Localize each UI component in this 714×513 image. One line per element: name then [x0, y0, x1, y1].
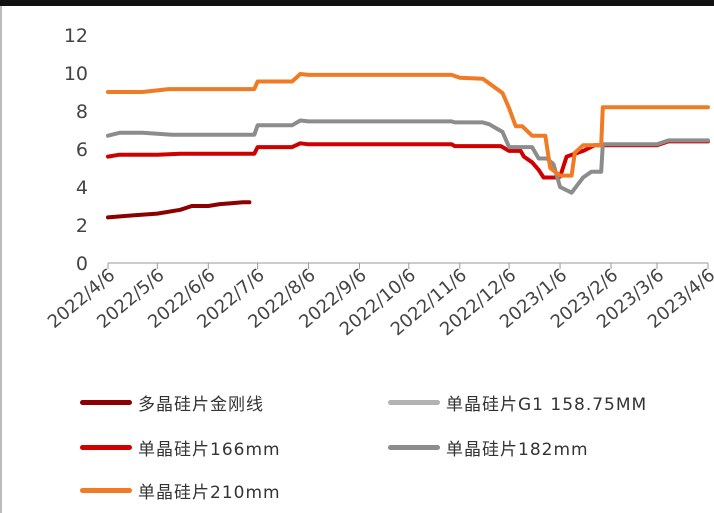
y-tick-label: 4	[76, 177, 88, 199]
y-tick-label: 12	[64, 25, 88, 47]
y-tick-label: 10	[64, 63, 88, 85]
chart-axes: 0246810122022/4/62022/5/62022/6/62022/7/…	[44, 25, 714, 340]
series-line-5	[106, 72, 710, 178]
series-line-4	[106, 118, 710, 195]
left-border	[0, 6, 2, 513]
y-tick-label: 2	[76, 215, 88, 237]
series-line-1	[106, 200, 252, 220]
chart-series	[106, 72, 710, 220]
y-tick-label: 0	[76, 253, 88, 275]
y-tick-label: 8	[76, 101, 88, 123]
y-tick-label: 6	[76, 139, 88, 161]
top-border	[0, 0, 714, 6]
series-line-3	[106, 139, 710, 180]
